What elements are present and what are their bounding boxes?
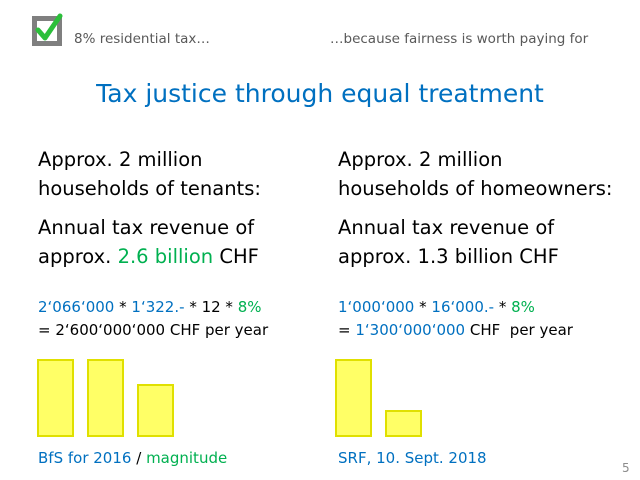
tenants-revenue-prefix: approx. — [38, 245, 112, 268]
slide-title: Tax justice through equal treatment — [96, 79, 544, 108]
homeowners-households-line2: households of homeowners: — [338, 177, 613, 200]
tenants-source-main: BfS for 2016 — [38, 449, 132, 467]
tenants-source-note: magnitude — [146, 449, 228, 467]
homeowners-bar-2 — [385, 410, 422, 437]
homeowners-revenue-line1: Annual tax revenue of — [338, 216, 555, 239]
tenants-households-line2: households of tenants: — [38, 177, 261, 200]
homeowners-revenue: Annual tax revenue of approx. 1.3 billio… — [338, 213, 559, 271]
tenants-revenue: Annual tax revenue of approx. 2.6 billio… — [38, 213, 259, 271]
homeowners-source: SRF, 10. Sept. 2018 — [338, 449, 487, 467]
logo — [32, 13, 63, 46]
tenants-bar-3 — [137, 384, 174, 437]
tenants-revenue-line2: approx. 2.6 billion CHF — [38, 242, 259, 271]
homeowners-calculation: 1‘000‘000 * 16‘000.- * 8% — [338, 296, 535, 318]
tenants-source: BfS for 2016 / magnitude — [38, 449, 227, 467]
tenants-households-line1: Approx. 2 million — [38, 148, 203, 171]
checkbox-check-icon — [35, 13, 63, 41]
tenants-revenue-amount: 2.6 billion — [117, 245, 214, 268]
tenants-revenue-currency: CHF — [219, 245, 259, 268]
tenants-revenue-line1: Annual tax revenue of — [38, 216, 255, 239]
page-number: 5 — [622, 461, 630, 475]
homeowners-calc-rate: 8% — [511, 298, 535, 316]
header-right-text: …because fairness is worth paying for — [330, 31, 589, 47]
tenants-source-sep: / — [136, 449, 142, 467]
tenants-calc-result: = 2‘600‘000‘000 CHF per year — [38, 321, 269, 339]
header-left-text: 8% residential tax… — [74, 31, 210, 47]
homeowners-calc-op2: * — [498, 298, 507, 316]
homeowners-households: Approx. 2 million households of homeowne… — [338, 145, 613, 203]
tenants-households: Approx. 2 million households of tenants: — [38, 145, 261, 203]
homeowners-households-line1: Approx. 2 million — [338, 148, 503, 171]
tenants-bar-2 — [87, 359, 124, 437]
homeowners-calc-result-line: = 1‘300‘000‘000 CHF per year — [338, 319, 573, 341]
homeowners-calc-op1: * — [419, 298, 427, 316]
tenants-calc-rate: 8% — [237, 298, 262, 316]
tenants-bar-1 — [37, 359, 74, 437]
tenants-calc-rent: 1‘322.- — [131, 298, 185, 316]
homeowners-calc-value: 16‘000.- — [431, 298, 495, 316]
tenants-calc-op1: * — [119, 298, 127, 316]
homeowners-calc-eq: = — [338, 321, 351, 339]
homeowners-bar-1 — [335, 359, 372, 437]
homeowners-calc-households: 1‘000‘000 — [338, 298, 415, 316]
homeowners-calc-tail: CHF per year — [469, 321, 573, 339]
tenants-calc-op2: * 12 * — [189, 298, 233, 316]
homeowners-revenue-line2: approx. 1.3 billion CHF — [338, 245, 559, 268]
homeowners-calc-result: 1‘300‘000‘000 — [355, 321, 466, 339]
tenants-calc-households: 2‘066‘000 — [38, 298, 115, 316]
tenants-calculation: 2‘066‘000 * 1‘322.- * 12 * 8% — [38, 296, 262, 318]
